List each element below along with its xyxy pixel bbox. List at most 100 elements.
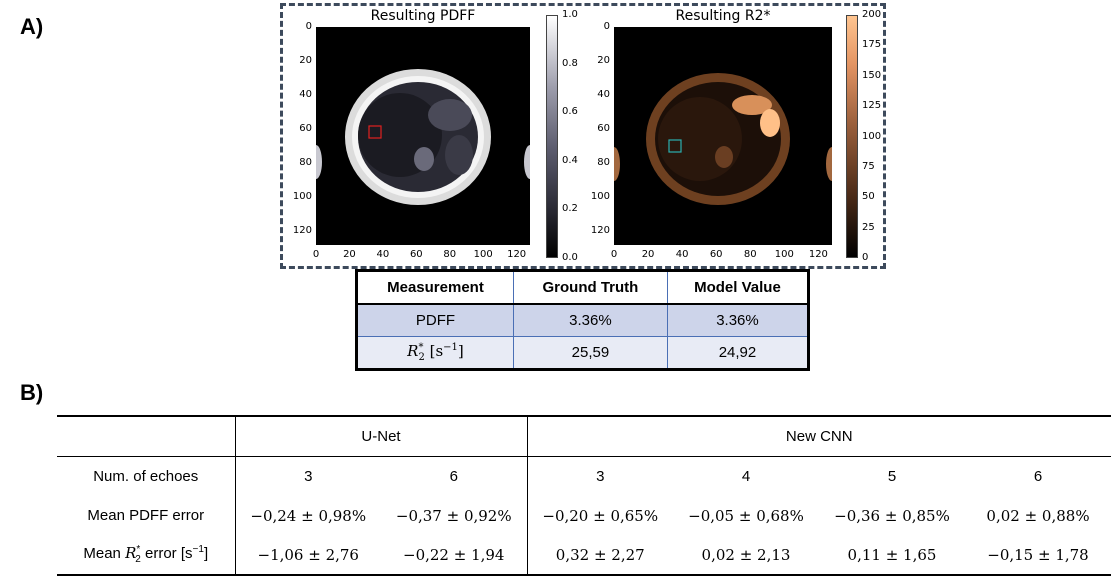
pdff-error-value: 0,02 ± 0,88% xyxy=(986,506,1090,525)
colorbar-tick-label: 100 xyxy=(862,130,882,142)
y-tick-label: 80 xyxy=(299,157,312,169)
echoes-value: 3 xyxy=(304,468,313,485)
pdff-error-value: −0,05 ± 0,68% xyxy=(688,506,804,525)
x-tick-label: 120 xyxy=(507,249,527,260)
x-tick-label: 60 xyxy=(409,249,423,260)
x-tick-label: 0 xyxy=(610,249,618,260)
pdff-roi-box xyxy=(368,125,382,139)
colorbar-tick-label: 0.8 xyxy=(562,57,578,69)
r2-image xyxy=(614,27,832,245)
pdff-error-value: −0,36 ± 0,85% xyxy=(834,506,950,525)
r2-sup: * xyxy=(418,342,424,353)
r2-error-label-end: ] xyxy=(203,545,209,562)
y-tick-label: 80 xyxy=(597,157,610,169)
r2-unit-pre: [s xyxy=(424,342,444,360)
r2-error-value: −0,22 ± 1,94 xyxy=(381,535,528,575)
figure-frame xyxy=(280,3,886,269)
colorbar-tick-label: 125 xyxy=(862,100,882,112)
y-tick-label: 60 xyxy=(299,123,312,135)
colorbar-tick-label: 150 xyxy=(862,69,882,81)
colorbar-tick-label: 25 xyxy=(862,221,875,233)
results-table: U-Net New CNN Num. of echoes 3 6 3 4 5 6… xyxy=(57,415,1111,576)
colorbar-tick-label: 0.2 xyxy=(562,203,578,215)
pdff-image xyxy=(316,27,530,245)
r2-symbol: R xyxy=(407,342,419,360)
x-tick-label: 80 xyxy=(443,249,457,260)
y-tick-label: 100 xyxy=(292,191,312,203)
x-tick-label: 0 xyxy=(312,249,320,260)
pdff-error-value: −0,37 ± 0,92% xyxy=(381,496,528,535)
x-tick-label: 20 xyxy=(641,249,655,260)
r2-error-row: Mean R*2 error [s−1] −1,06 ± 2,76 −0,22 … xyxy=(57,535,1111,575)
r2-label: R*2 [s−1] xyxy=(356,336,514,370)
y-tick-label: 120 xyxy=(292,225,312,237)
r2-colorbar xyxy=(846,15,858,258)
pdff-error-label: Mean PDFF error xyxy=(57,496,236,535)
y-tick-label: 20 xyxy=(597,55,610,67)
table-row: R*2 [s−1] 25,59 24,92 xyxy=(356,336,810,370)
y-tick-label: 60 xyxy=(597,123,610,135)
r2-error-value: 0,11 ± 1,65 xyxy=(847,545,937,564)
colorbar-tick-label: 0.0 xyxy=(562,252,578,263)
x-tick-label: 40 xyxy=(376,249,390,260)
echoes-value: 5 xyxy=(887,468,897,485)
r2-error-sub: 2 xyxy=(135,554,141,565)
echoes-value: 6 xyxy=(381,456,528,496)
pdff-error-value: −0,24 ± 0,98% xyxy=(250,506,367,525)
pdff-error-value: −0,20 ± 0,65% xyxy=(542,506,659,525)
colorbar-tick-label: 0 xyxy=(862,252,869,263)
colorbar-tick-label: 0.4 xyxy=(562,154,578,166)
r2-error-value: 0,32 ± 2,27 xyxy=(555,545,645,564)
y-tick-label: 40 xyxy=(299,89,312,101)
group-new-cnn: New CNN xyxy=(527,416,1111,457)
r2-error-label-post: error [s xyxy=(140,545,193,562)
pdff-colorbar xyxy=(546,15,558,258)
colorbar-tick-label: 200 xyxy=(862,9,882,20)
x-tick-label: 40 xyxy=(675,249,689,260)
y-tick-label: 40 xyxy=(597,89,610,101)
r2-error-value: 0,02 ± 2,13 xyxy=(701,545,791,564)
echoes-value: 6 xyxy=(1033,468,1043,485)
colorbar-tick-label: 75 xyxy=(862,160,875,172)
y-tick-label: 20 xyxy=(299,55,312,67)
panel-a-label: A) xyxy=(20,14,44,39)
colorbar-tick-label: 50 xyxy=(862,191,875,203)
y-tick-label: 120 xyxy=(590,225,610,237)
r2-error-sup: * xyxy=(136,544,141,555)
x-tick-label: 80 xyxy=(743,249,757,260)
r2-error-label-pre: Mean xyxy=(83,545,126,562)
header-model-value: Model Value xyxy=(666,270,810,305)
r2-error-unit-sup: −1 xyxy=(192,544,204,555)
pdff-label: PDFF xyxy=(356,303,514,337)
empty-header-cell xyxy=(57,416,236,457)
pdff-error-row: Mean PDFF error −0,24 ± 0,98% −0,37 ± 0,… xyxy=(57,496,1111,535)
x-tick-label: 20 xyxy=(343,249,356,260)
colorbar-tick-label: 1.0 xyxy=(562,9,578,20)
group-unet: U-Net xyxy=(235,416,528,457)
pdff-plot-title: Resulting PDFF xyxy=(370,8,476,24)
header-ground-truth: Ground Truth xyxy=(512,270,668,305)
r2-sub: 2 xyxy=(418,352,425,363)
y-tick-label: 0 xyxy=(603,21,610,32)
echoes-row: Num. of echoes 3 6 3 4 5 6 xyxy=(57,456,1111,496)
x-tick-label: 100 xyxy=(774,249,794,260)
x-tick-label: 60 xyxy=(709,249,723,260)
x-tick-label: 100 xyxy=(473,249,493,260)
panel-b-label: B) xyxy=(20,380,44,405)
colorbar-tick-label: 0.6 xyxy=(562,106,578,118)
r2-error-symbol: R xyxy=(125,544,137,562)
echoes-label: Num. of echoes xyxy=(57,456,236,496)
r2-unit-sup: −1 xyxy=(443,342,458,353)
table-row: PDFF 3.36% 3.36% xyxy=(356,303,810,337)
measurement-table: Measurement Ground Truth Model Value PDF… xyxy=(355,269,810,371)
y-tick-label: 0 xyxy=(305,21,312,32)
r2-unit-post: ] xyxy=(457,342,464,360)
echoes-value: 3 xyxy=(596,468,605,485)
r2-roi-box xyxy=(668,139,682,153)
y-tick-label: 100 xyxy=(590,191,610,203)
x-tick-label: 120 xyxy=(808,249,828,260)
group-header-row: U-Net New CNN xyxy=(57,416,1111,457)
pdff-ground-truth: 3.36% xyxy=(512,303,668,337)
r2-plot-title: Resulting R2* xyxy=(675,8,771,24)
echoes-value: 4 xyxy=(741,468,751,485)
